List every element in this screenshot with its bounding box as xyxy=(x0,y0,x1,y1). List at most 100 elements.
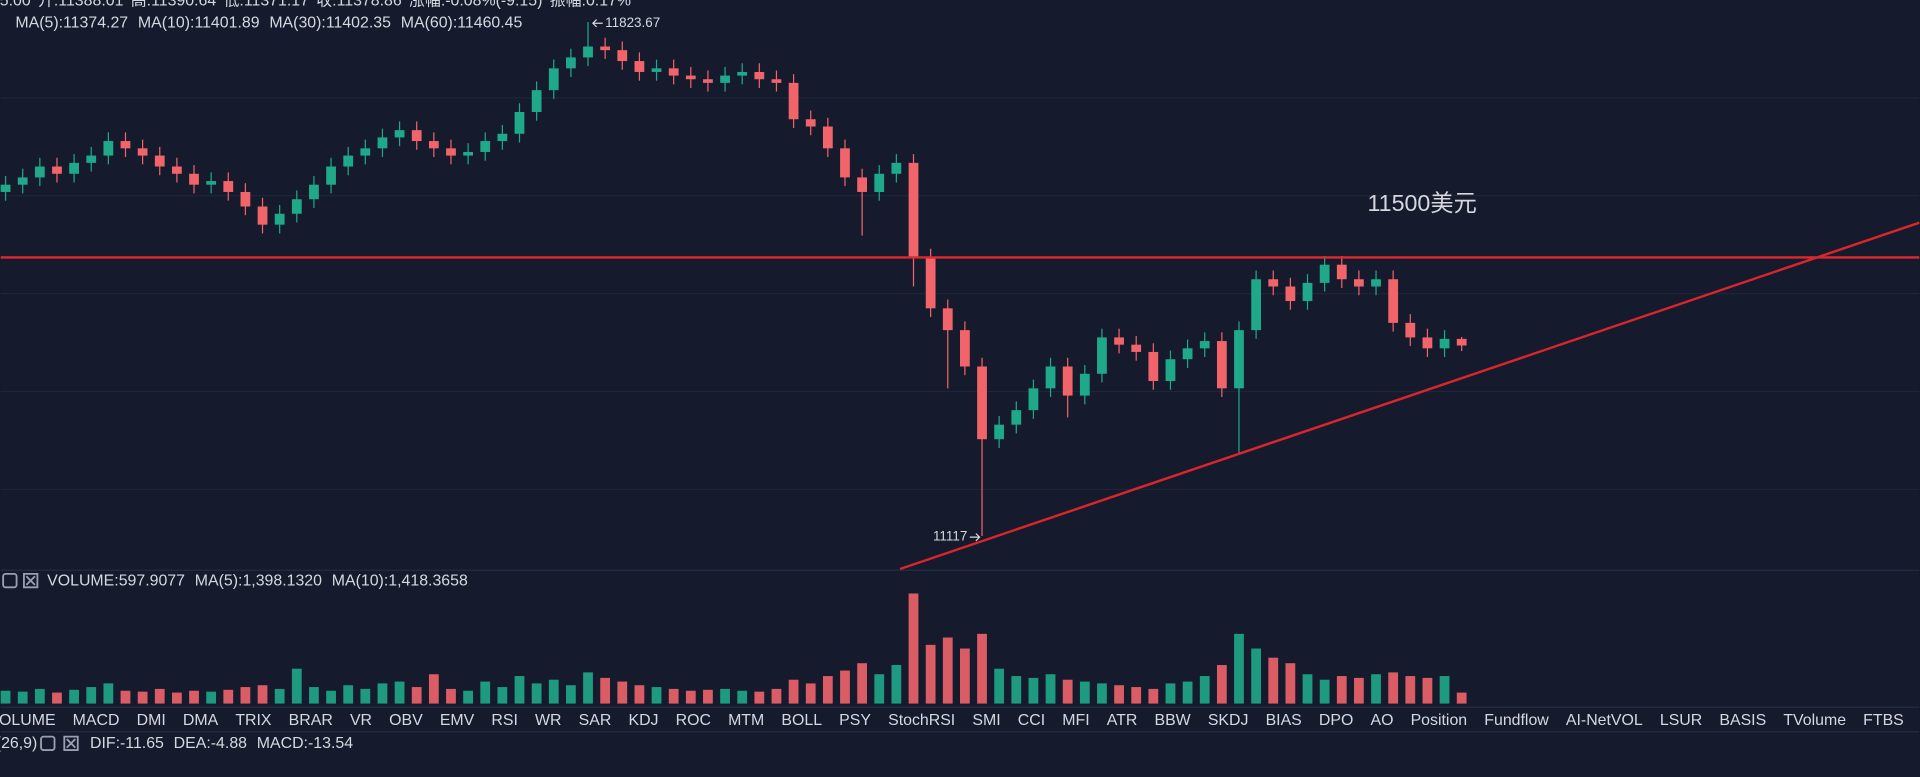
low-annotation: 11117 xyxy=(933,529,967,544)
candle-body xyxy=(137,148,148,156)
volume-bar xyxy=(822,676,833,704)
volume-bar xyxy=(17,691,28,704)
candle-body xyxy=(86,155,97,163)
indicator-tab[interactable]: KDJ xyxy=(628,712,658,729)
volume-bar xyxy=(446,688,456,704)
candle-body xyxy=(411,130,422,142)
indicator-tab[interactable]: MACD xyxy=(73,712,120,729)
indicator-tab[interactable]: OBV xyxy=(389,712,423,729)
volume-bar xyxy=(651,687,662,704)
indicator-tab[interactable]: PSY xyxy=(839,712,871,729)
indicator-tab[interactable]: StochRSI xyxy=(888,712,955,729)
volume-bar xyxy=(857,663,868,704)
volume-bar xyxy=(634,685,645,704)
macd-legend: MACD:-13.54 xyxy=(257,735,353,752)
volume-bar xyxy=(223,689,234,704)
indicator-tab[interactable]: MTM xyxy=(728,712,764,729)
indicator-tab[interactable]: DMA xyxy=(183,712,219,729)
volume-bar xyxy=(925,644,936,704)
icons xyxy=(2,572,79,751)
candle-body xyxy=(480,141,491,152)
candle-body xyxy=(171,166,182,174)
indicator-tab[interactable]: WR xyxy=(535,712,561,729)
indicator-tab[interactable]: VOLUME xyxy=(0,712,56,729)
volume-bar xyxy=(1097,683,1107,704)
close-icon[interactable] xyxy=(63,735,79,751)
volume-bar xyxy=(685,690,696,704)
candle-body xyxy=(1336,264,1347,280)
volume-bar xyxy=(1011,676,1022,704)
candle-body xyxy=(103,141,114,156)
settings-icon[interactable] xyxy=(40,735,56,751)
indicator-tab[interactable]: TVolume xyxy=(1783,712,1846,729)
volume-bar xyxy=(840,670,850,704)
volume-bar xyxy=(617,681,628,704)
indicator-tab[interactable]: VR xyxy=(350,712,372,729)
candle-body xyxy=(377,137,388,149)
low-arrow xyxy=(969,533,981,542)
volume-bar xyxy=(548,679,559,704)
indicator-tab[interactable]: Position xyxy=(1411,712,1468,729)
candle-body xyxy=(360,148,371,156)
settings-icon[interactable] xyxy=(2,572,18,589)
indicator-tab[interactable]: FTBS xyxy=(1863,712,1904,729)
indicator-tab[interactable]: DMI xyxy=(137,712,166,729)
volume-bar xyxy=(531,683,542,704)
ma-legend: MA(5):11374.27 xyxy=(15,14,128,31)
candle-body xyxy=(1268,279,1279,287)
volume-bar xyxy=(1439,676,1450,704)
volume-bar xyxy=(1199,676,1210,704)
volume-bar xyxy=(326,690,336,704)
volume-bar xyxy=(737,690,748,704)
volume-bar xyxy=(1371,674,1381,704)
volume-bar xyxy=(1422,677,1433,704)
indicator-tab[interactable]: AO xyxy=(1370,712,1393,729)
volume-bar xyxy=(120,690,131,704)
candle-body xyxy=(1097,337,1107,374)
volume-bar xyxy=(1028,677,1039,704)
volume-bar xyxy=(1062,679,1073,704)
indicator-tab[interactable]: EMV xyxy=(440,712,475,729)
indicator-tab[interactable]: SMI xyxy=(972,712,1000,729)
volume-legend: VOLUME:597.9077 xyxy=(47,572,185,589)
indicator-tab[interactable]: DPO xyxy=(1319,712,1353,729)
volume-bar xyxy=(411,687,422,704)
indicator-tab[interactable]: ATR xyxy=(1107,712,1138,729)
indicator-tab[interactable]: BIAS xyxy=(1266,712,1302,729)
indicator-tab[interactable]: SKDJ xyxy=(1208,712,1249,729)
header-value: 11390.64 xyxy=(151,0,216,9)
indicator-tab[interactable]: BRAR xyxy=(289,712,333,729)
volume-bar xyxy=(1114,685,1124,704)
indicator-tab[interactable]: BOLL xyxy=(781,712,822,729)
candle-body xyxy=(651,68,662,72)
candle-body xyxy=(600,46,611,51)
indicator-tab[interactable]: CCI xyxy=(1018,712,1045,729)
indicator-tab[interactable]: BBW xyxy=(1154,712,1190,729)
indicator-tab[interactable]: LSUR xyxy=(1660,712,1702,729)
indicator-tab[interactable]: AI-NetVOL xyxy=(1566,712,1643,729)
candle-body xyxy=(994,424,1005,440)
volume-bar xyxy=(1251,648,1262,704)
candle-body xyxy=(206,181,217,185)
close-icon[interactable] xyxy=(23,572,39,589)
volume-bar xyxy=(771,688,782,704)
indicator-tab[interactable]: TRIX xyxy=(235,712,272,729)
indicator-tab[interactable]: RSI xyxy=(491,712,518,729)
indicator-tab[interactable]: BASIS xyxy=(1719,712,1766,729)
candle-body xyxy=(223,181,234,192)
indicator-tab[interactable]: Fundflow xyxy=(1484,712,1549,729)
indicator-tab[interactable]: SAR xyxy=(579,712,612,729)
volume-bar xyxy=(1234,633,1244,704)
candle-body xyxy=(1354,279,1364,287)
candle-body xyxy=(703,79,713,83)
candle-body xyxy=(497,133,508,142)
indicator-tab[interactable]: ROC xyxy=(676,712,711,729)
header-time: 15:00 xyxy=(0,0,31,9)
candle-body xyxy=(1199,341,1210,349)
volume-bar xyxy=(86,687,97,704)
volume-legend: MA(5):1,398.1320 xyxy=(195,572,322,589)
candle-body xyxy=(685,75,696,80)
candle-body xyxy=(291,199,302,214)
header-label: 振幅: xyxy=(550,0,586,9)
indicator-tab[interactable]: MFI xyxy=(1062,712,1089,729)
